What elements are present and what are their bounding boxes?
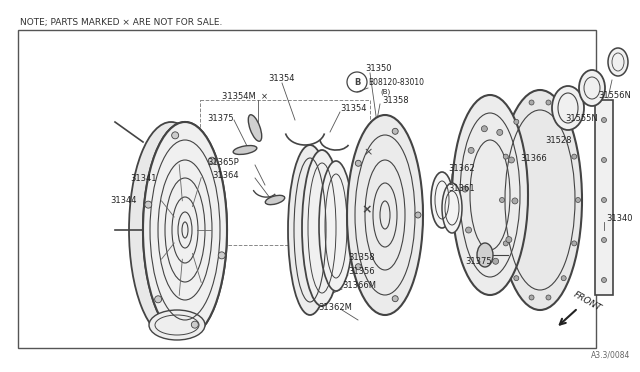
Ellipse shape — [608, 48, 628, 76]
Ellipse shape — [552, 86, 584, 130]
Text: 31358: 31358 — [382, 96, 408, 105]
Ellipse shape — [477, 243, 493, 267]
Ellipse shape — [572, 241, 577, 246]
Ellipse shape — [477, 254, 483, 261]
Ellipse shape — [248, 115, 262, 141]
Text: 31555N: 31555N — [565, 113, 598, 122]
Text: 31341: 31341 — [130, 173, 157, 183]
Text: NOTE; PARTS MARKED × ARE NOT FOR SALE.: NOTE; PARTS MARKED × ARE NOT FOR SALE. — [20, 18, 222, 27]
Ellipse shape — [442, 183, 462, 233]
Ellipse shape — [575, 198, 580, 202]
Ellipse shape — [503, 241, 508, 246]
Ellipse shape — [468, 147, 474, 153]
Text: 31375: 31375 — [465, 257, 492, 266]
Ellipse shape — [143, 122, 227, 338]
Text: B08120-83010: B08120-83010 — [368, 77, 424, 87]
Text: 31366M: 31366M — [342, 282, 376, 291]
Ellipse shape — [529, 100, 534, 105]
Text: FRONT: FRONT — [572, 291, 603, 314]
Ellipse shape — [392, 296, 398, 302]
Ellipse shape — [508, 157, 515, 163]
Ellipse shape — [145, 201, 152, 208]
Text: ×: × — [362, 203, 372, 217]
Ellipse shape — [355, 160, 362, 166]
Text: 31354: 31354 — [340, 103, 367, 112]
Ellipse shape — [415, 212, 421, 218]
Text: 31356: 31356 — [348, 267, 374, 276]
Ellipse shape — [602, 237, 607, 243]
Ellipse shape — [572, 154, 577, 159]
Ellipse shape — [392, 128, 398, 134]
Ellipse shape — [499, 198, 504, 202]
Ellipse shape — [319, 161, 353, 291]
Ellipse shape — [218, 252, 225, 259]
Ellipse shape — [514, 119, 519, 124]
Ellipse shape — [155, 296, 162, 303]
Text: B: B — [354, 77, 360, 87]
Text: 31361: 31361 — [448, 183, 475, 192]
Ellipse shape — [602, 118, 607, 122]
Ellipse shape — [579, 70, 605, 106]
Ellipse shape — [172, 132, 179, 139]
Text: 31365P: 31365P — [207, 157, 239, 167]
Bar — [18, 30, 596, 348]
Text: ×: × — [364, 147, 372, 157]
Text: 31528: 31528 — [545, 135, 572, 144]
Ellipse shape — [512, 198, 518, 204]
Ellipse shape — [129, 122, 213, 338]
Ellipse shape — [546, 295, 551, 300]
Text: 31362: 31362 — [448, 164, 475, 173]
Ellipse shape — [514, 276, 519, 281]
Ellipse shape — [288, 145, 332, 315]
Ellipse shape — [546, 100, 551, 105]
Text: 31366: 31366 — [520, 154, 547, 163]
Ellipse shape — [602, 157, 607, 163]
Ellipse shape — [209, 157, 216, 164]
Bar — [200, 100, 370, 245]
Ellipse shape — [355, 264, 362, 270]
Ellipse shape — [529, 295, 534, 300]
Ellipse shape — [561, 119, 566, 124]
Text: 31364: 31364 — [212, 170, 239, 180]
Text: 31375: 31375 — [207, 113, 234, 122]
Text: 31354: 31354 — [269, 74, 295, 83]
Ellipse shape — [561, 276, 566, 281]
Text: 31358: 31358 — [348, 253, 374, 263]
Ellipse shape — [503, 154, 508, 159]
Text: 31340: 31340 — [606, 214, 632, 222]
Ellipse shape — [143, 122, 227, 338]
Ellipse shape — [506, 237, 512, 243]
Ellipse shape — [347, 115, 423, 315]
Text: 31362M: 31362M — [318, 304, 352, 312]
Ellipse shape — [462, 186, 468, 192]
Ellipse shape — [498, 90, 582, 310]
Ellipse shape — [465, 227, 472, 233]
Ellipse shape — [602, 278, 607, 282]
Ellipse shape — [481, 126, 488, 132]
Ellipse shape — [452, 95, 528, 295]
Text: A3.3/0084: A3.3/0084 — [591, 351, 630, 360]
Text: 31350: 31350 — [365, 64, 392, 73]
Bar — [595, 100, 613, 295]
Ellipse shape — [493, 258, 499, 264]
Text: (B): (B) — [380, 89, 390, 95]
Text: 31344: 31344 — [110, 196, 136, 205]
Text: 31556N: 31556N — [598, 90, 631, 99]
Text: 31354M  ×: 31354M × — [222, 92, 268, 100]
Ellipse shape — [191, 321, 198, 328]
Ellipse shape — [266, 195, 285, 205]
Ellipse shape — [602, 198, 607, 202]
Ellipse shape — [149, 310, 205, 340]
Ellipse shape — [302, 150, 342, 306]
Ellipse shape — [431, 172, 453, 228]
Ellipse shape — [497, 129, 503, 135]
Ellipse shape — [233, 145, 257, 154]
